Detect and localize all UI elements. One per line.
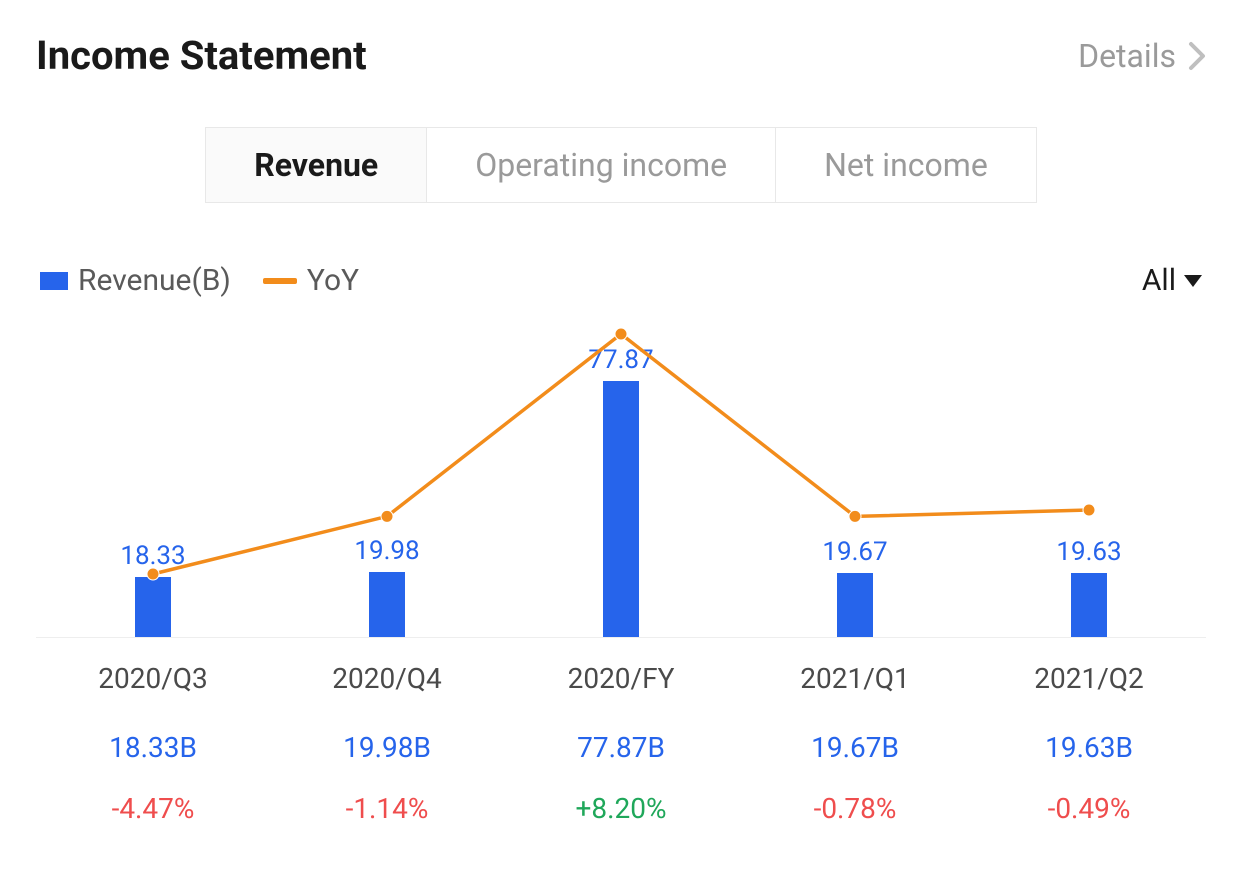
bar [837, 573, 873, 638]
yoy-value: -0.49% [972, 792, 1206, 825]
tab-operating-income[interactable]: Operating income [427, 127, 776, 203]
legend-row: Revenue(B) YoY All [36, 263, 1206, 298]
yoy-value: -0.78% [738, 792, 972, 825]
revenue-value: 19.63B [972, 731, 1206, 764]
revenue-value-row: 18.33B19.98B77.87B19.67B19.63B [36, 731, 1206, 764]
bar-column: 19.98 [270, 318, 504, 637]
yoy-value: +8.20% [504, 792, 738, 825]
x-axis-label: 2021/Q1 [738, 662, 972, 695]
yoy-value: -1.14% [270, 792, 504, 825]
tab-label: Operating income [475, 146, 727, 184]
tab-net-income[interactable]: Net income [776, 127, 1037, 203]
x-axis-label: 2020/Q3 [36, 662, 270, 695]
bar [135, 577, 171, 637]
header-row: Income Statement Details [36, 32, 1206, 79]
chevron-right-icon [1188, 41, 1206, 71]
bar-value-label: 18.33 [120, 541, 185, 571]
x-axis-label: 2020/Q4 [270, 662, 504, 695]
tab-label: Revenue [254, 146, 378, 184]
bar [603, 381, 639, 638]
legend-swatch-yoy [263, 278, 297, 284]
details-label: Details [1078, 37, 1176, 75]
bar-value-label: 19.98 [354, 536, 419, 566]
revenue-value: 19.67B [738, 731, 972, 764]
period-filter-dropdown[interactable]: All [1142, 263, 1202, 298]
chart-plot-area: 18.33 19.98 77.87 19.67 19.63 [36, 318, 1206, 638]
yoy-value: -4.47% [36, 792, 270, 825]
chart-x-axis-labels: 2020/Q32020/Q42020/FY2021/Q12021/Q2 [36, 654, 1206, 695]
bar [369, 572, 405, 638]
tab-label: Net income [824, 146, 988, 184]
bar-value-label: 19.63 [1056, 537, 1121, 567]
x-axis-label: 2021/Q2 [972, 662, 1206, 695]
bar-value-label: 77.87 [588, 345, 653, 375]
bar-value-label: 19.67 [822, 537, 887, 567]
yoy-value-row: -4.47%-1.14%+8.20%-0.78%-0.49% [36, 792, 1206, 825]
bar-column: 77.87 [504, 318, 738, 637]
income-statement-panel: Income Statement Details Revenue Operati… [0, 0, 1242, 825]
x-axis-label: 2020/FY [504, 662, 738, 695]
tab-revenue[interactable]: Revenue [205, 127, 427, 203]
details-link[interactable]: Details [1078, 37, 1206, 75]
revenue-value: 19.98B [270, 731, 504, 764]
page-title: Income Statement [36, 32, 367, 79]
legend-label-revenue: Revenue(B) [78, 263, 231, 298]
bar-column: 19.67 [738, 318, 972, 637]
revenue-value: 77.87B [504, 731, 738, 764]
metric-tabs: Revenue Operating income Net income [36, 127, 1206, 203]
revenue-chart: 18.33 19.98 77.87 19.67 19.63 [36, 318, 1206, 638]
legend-swatch-revenue [40, 272, 68, 290]
filter-label: All [1142, 263, 1176, 298]
bar-column: 18.33 [36, 318, 270, 637]
legend-label-yoy: YoY [307, 263, 359, 298]
caret-down-icon [1184, 275, 1202, 287]
bar-column: 19.63 [972, 318, 1206, 637]
bar [1071, 573, 1107, 638]
revenue-value: 18.33B [36, 731, 270, 764]
chart-legend: Revenue(B) YoY [40, 263, 359, 298]
